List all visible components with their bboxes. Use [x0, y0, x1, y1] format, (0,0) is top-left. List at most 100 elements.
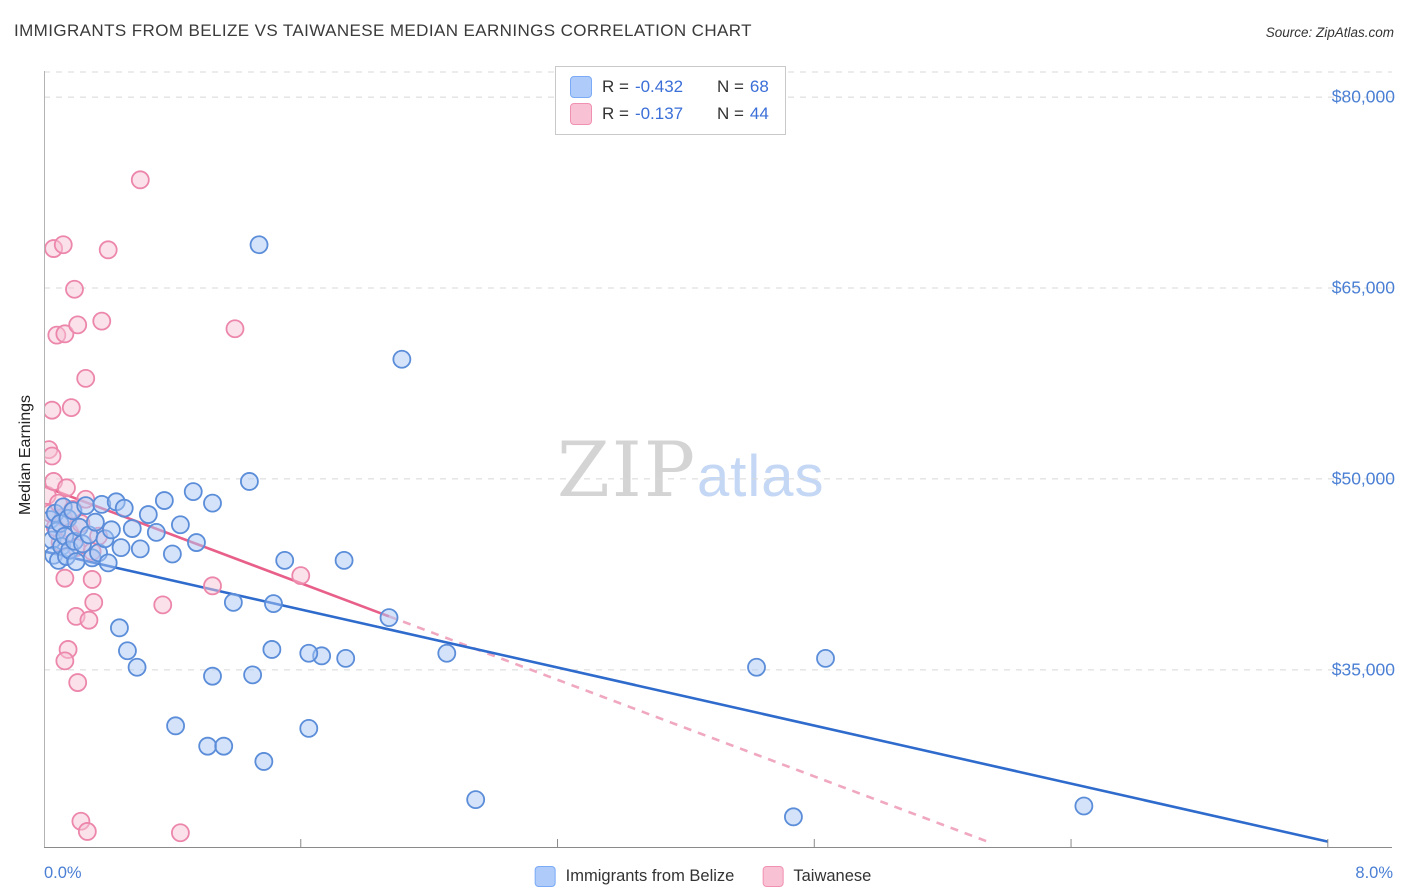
belize-swatch — [570, 76, 592, 98]
correlation-legend-box: R = -0.432 N = 68 R = -0.137 N = 44 — [555, 66, 786, 135]
scatter-point-taiwanese[interactable] — [55, 651, 75, 671]
taiwanese-swatch — [762, 866, 784, 887]
scatter-point-belize[interactable] — [198, 736, 218, 756]
scatter-point-belize[interactable] — [114, 498, 134, 518]
scatter-point-taiwanese[interactable] — [68, 315, 88, 335]
n-value: 68 — [749, 77, 769, 96]
scatter-point-belize[interactable] — [102, 520, 121, 540]
r-label: R = — [602, 104, 629, 123]
scatter-point-taiwanese[interactable] — [53, 235, 73, 255]
y-tick-label: $35,000 — [1331, 659, 1395, 680]
chart-canvas — [44, 71, 1392, 848]
scatter-point-belize[interactable] — [392, 349, 412, 369]
n-label: N = — [716, 104, 744, 123]
legend-label-taiwanese: Taiwanese — [793, 867, 872, 885]
legend-label-belize: Immigrants from Belize — [565, 867, 735, 885]
scatter-point-taiwanese[interactable] — [55, 568, 75, 588]
r-value: -0.137 — [634, 104, 684, 123]
scatter-point-belize[interactable] — [334, 550, 354, 570]
scatter-point-belize[interactable] — [747, 657, 766, 677]
scatter-point-belize[interactable] — [66, 552, 86, 572]
scatter-point-belize[interactable] — [437, 643, 457, 663]
scatter-point-belize[interactable] — [203, 493, 222, 513]
scatter-point-belize[interactable] — [299, 643, 319, 663]
scatter-point-belize[interactable] — [85, 512, 105, 532]
x-axis-min-label: 0.0% — [44, 864, 82, 882]
scatter-point-belize[interactable] — [816, 648, 835, 668]
scatter-point-belize[interactable] — [98, 553, 118, 573]
scatter-point-belize[interactable] — [138, 505, 158, 524]
scatter-point-taiwanese[interactable] — [65, 279, 84, 299]
y-axis-title: Median Earnings — [17, 394, 34, 516]
scatter-point-taiwanese[interactable] — [79, 610, 99, 630]
scatter-point-belize[interactable] — [111, 538, 131, 558]
scatter-point-belize[interactable] — [130, 539, 150, 559]
scatter-point-belize[interactable] — [127, 657, 147, 677]
scatter-point-belize[interactable] — [264, 594, 283, 614]
scatter-point-belize[interactable] — [784, 807, 803, 827]
legend-item-taiwanese: Taiwanese — [762, 866, 871, 887]
scatter-point-belize[interactable] — [254, 752, 274, 771]
legend-item-belize: Immigrants from Belize — [534, 866, 735, 887]
scatter-point-taiwanese[interactable] — [44, 446, 62, 466]
bottom-legend: Immigrants from Belize Taiwanese — [534, 866, 871, 887]
page-title: IMMIGRANTS FROM BELIZE VS TAIWANESE MEDI… — [14, 21, 752, 40]
scatter-point-belize[interactable] — [183, 482, 203, 502]
source-link[interactable]: Source: ZipAtlas.com — [1265, 25, 1394, 40]
scatter-point-taiwanese[interactable] — [55, 324, 75, 344]
scatter-point-taiwanese[interactable] — [98, 240, 118, 260]
scatter-point-taiwanese[interactable] — [68, 673, 88, 692]
scatter-point-belize[interactable] — [110, 618, 129, 638]
scatter-point-belize[interactable] — [154, 491, 174, 510]
scatter-point-belize[interactable] — [76, 496, 96, 516]
scatter-point-belize[interactable] — [249, 235, 269, 255]
scatter-point-taiwanese[interactable] — [171, 823, 190, 843]
scatter-point-belize[interactable] — [275, 550, 295, 570]
scatter-point-belize[interactable] — [299, 718, 319, 738]
belize-trendline — [44, 550, 1329, 843]
y-tick-label: $80,000 — [1331, 86, 1395, 107]
legend-row-belize: R = -0.432 N = 68 — [570, 76, 769, 98]
scatter-point-taiwanese[interactable] — [153, 595, 173, 615]
scatter-point-belize[interactable] — [240, 472, 259, 491]
legend-row-taiwanese: R = -0.137 N = 44 — [570, 103, 769, 125]
scatter-point-belize[interactable] — [214, 736, 234, 756]
scatter-point-belize[interactable] — [336, 648, 356, 668]
scatter-point-taiwanese[interactable] — [225, 319, 245, 339]
scatter-point-taiwanese[interactable] — [203, 576, 222, 596]
scatter-point-belize[interactable] — [203, 666, 222, 686]
x-axis-max-label: 8.0% — [1355, 864, 1393, 882]
y-tick-label: $65,000 — [1331, 277, 1395, 298]
scatter-point-belize[interactable] — [162, 544, 182, 564]
scatter-point-belize[interactable] — [466, 790, 486, 810]
scatter-point-belize[interactable] — [118, 641, 137, 661]
taiwanese-swatch — [570, 103, 592, 125]
scatter-point-taiwanese[interactable] — [92, 311, 112, 331]
scatter-point-taiwanese[interactable] — [57, 478, 76, 498]
r-value: -0.432 — [634, 77, 684, 96]
scatter-point-taiwanese[interactable] — [82, 570, 102, 589]
scatter-point-taiwanese[interactable] — [291, 566, 311, 586]
scatter-point-taiwanese[interactable] — [44, 400, 62, 420]
scatter-point-belize[interactable] — [262, 640, 282, 659]
n-value: 44 — [749, 104, 769, 123]
scatter-point-belize[interactable] — [166, 716, 185, 736]
scatter-point-belize[interactable] — [146, 522, 166, 542]
belize-swatch — [534, 866, 556, 887]
r-label: R = — [602, 77, 629, 96]
scatter-point-belize[interactable] — [187, 533, 206, 552]
n-label: N = — [716, 77, 744, 96]
scatter-point-taiwanese[interactable] — [61, 398, 81, 418]
scatter-point-taiwanese[interactable] — [84, 592, 104, 612]
scatter-point-belize[interactable] — [171, 515, 190, 535]
scatter-point-belize[interactable] — [243, 665, 263, 685]
scatter-point-taiwanese[interactable] — [77, 822, 97, 841]
scatter-point-belize[interactable] — [1074, 796, 1094, 816]
scatter-point-belize[interactable] — [122, 519, 142, 538]
scatter-point-belize[interactable] — [223, 592, 243, 612]
scatter-point-taiwanese[interactable] — [130, 170, 150, 190]
taiwanese-trend-extrapolatedline — [388, 615, 989, 843]
y-tick-label: $50,000 — [1331, 468, 1395, 489]
scatter-point-taiwanese[interactable] — [76, 368, 96, 388]
scatter-point-belize[interactable] — [379, 608, 399, 628]
